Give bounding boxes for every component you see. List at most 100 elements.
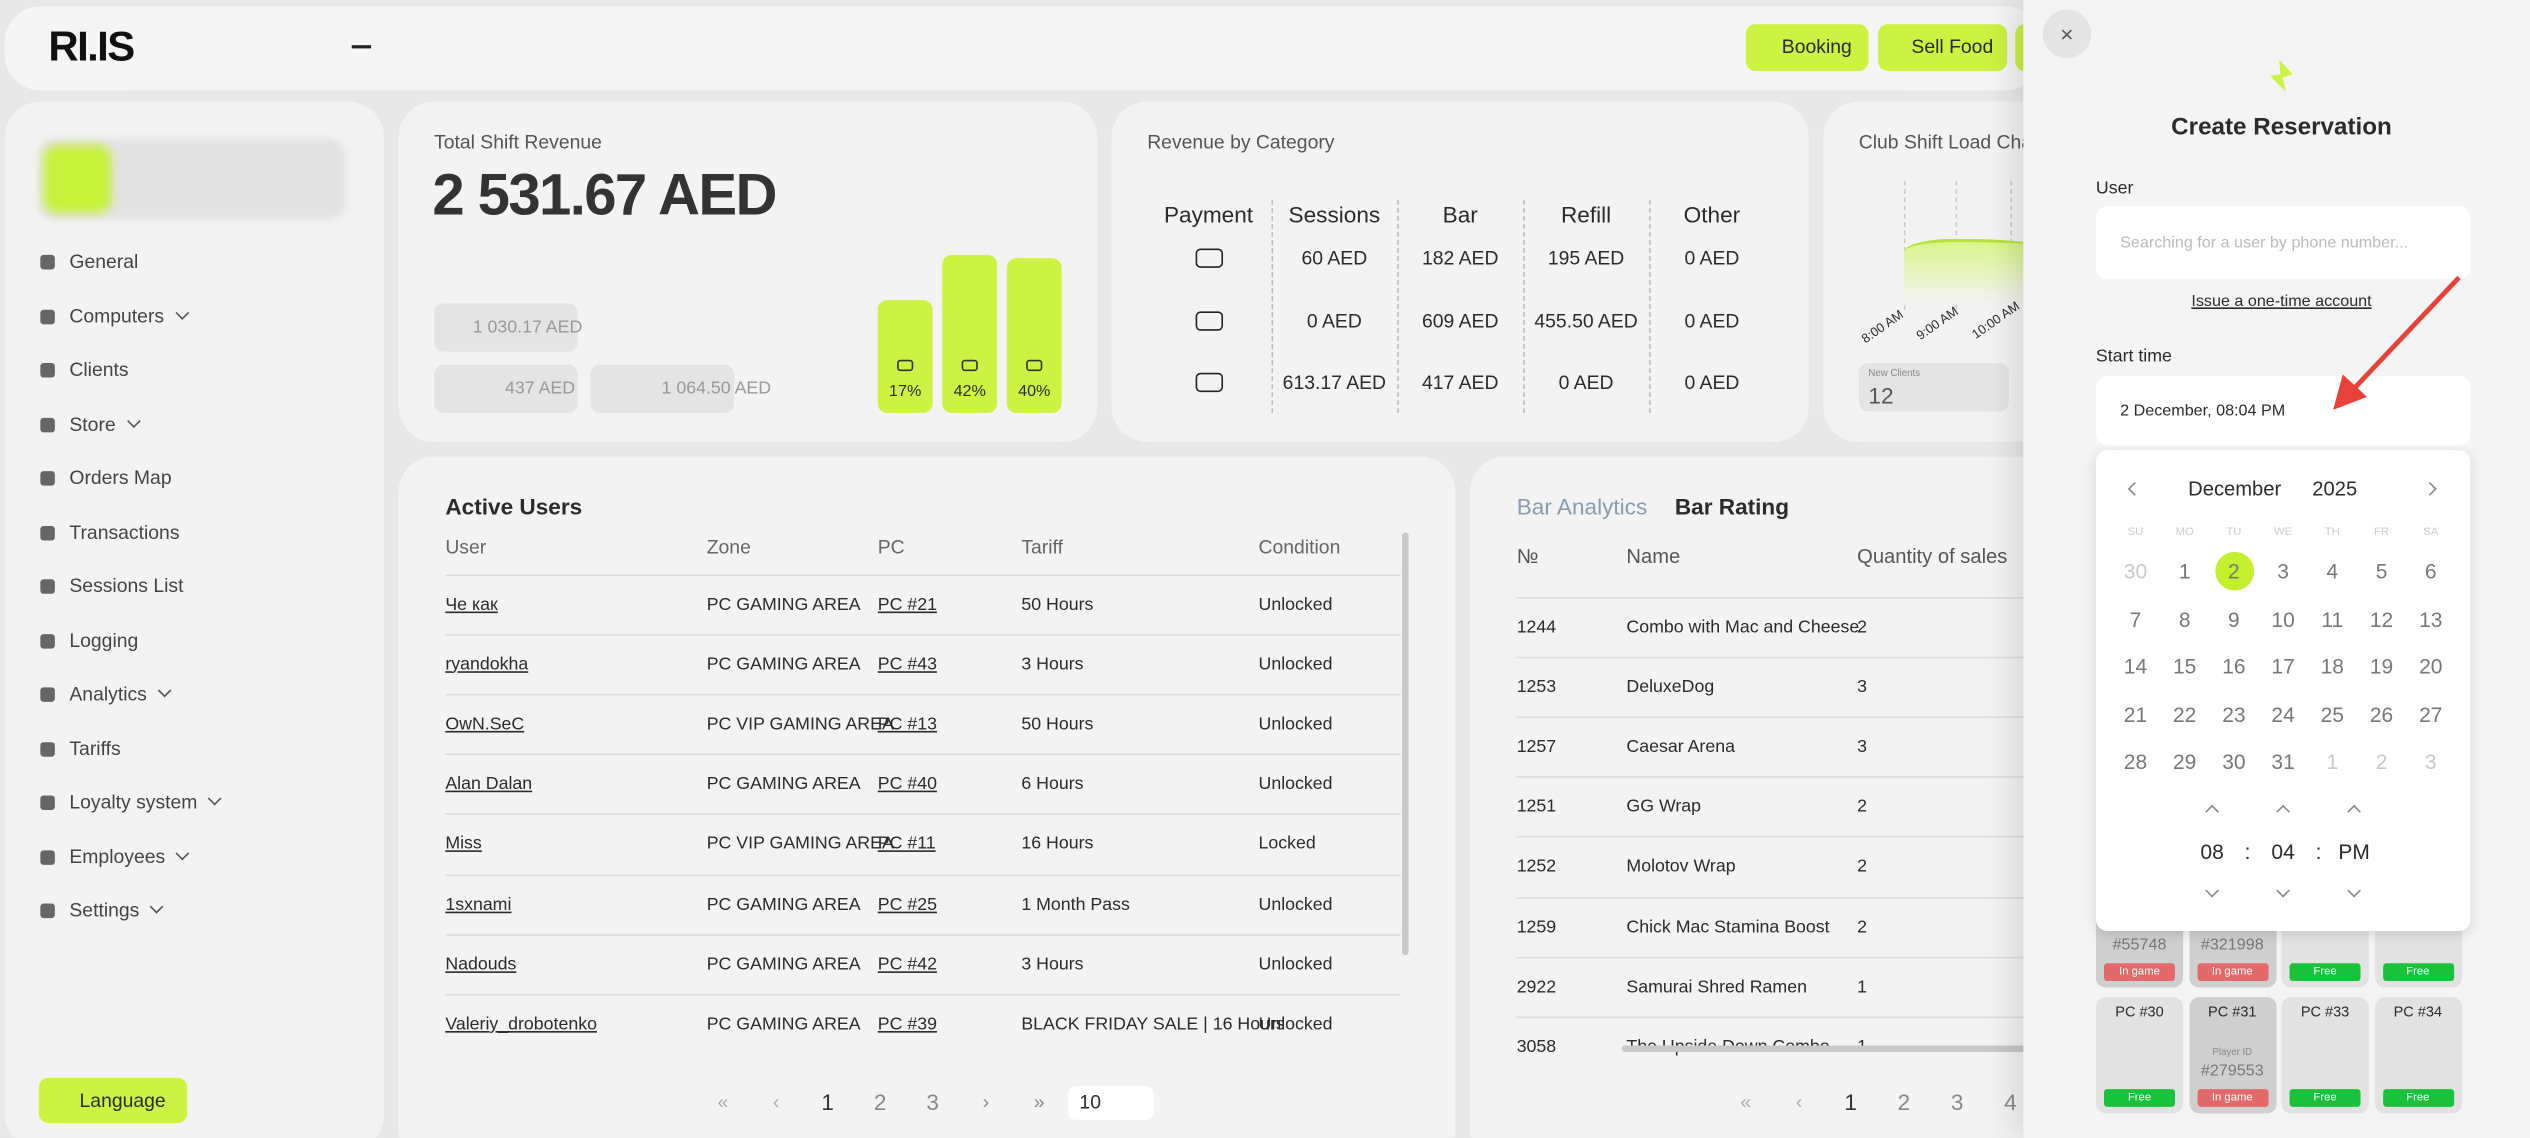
page-nav[interactable]: «	[1740, 1090, 1752, 1114]
cell[interactable]: Че как	[445, 594, 498, 614]
page-nav[interactable]: ›	[982, 1090, 990, 1114]
menu-item[interactable]: Sessions List	[69, 574, 184, 597]
day[interactable]: 3	[2424, 750, 2437, 775]
page-number[interactable]: 3	[926, 1089, 939, 1115]
page-nav[interactable]: «	[717, 1090, 729, 1114]
cell[interactable]: OwN.SeC	[445, 714, 525, 734]
day[interactable]: 3	[2277, 559, 2289, 584]
cell[interactable]: PC #11	[877, 834, 936, 855]
day[interactable]: 15	[2173, 654, 2197, 679]
day[interactable]: 10	[2271, 606, 2295, 632]
day[interactable]: 1	[2178, 559, 2191, 584]
table-title: Active Users	[445, 493, 583, 520]
menu-item[interactable]: Logging	[69, 628, 139, 652]
page-number[interactable]: 1	[821, 1089, 835, 1115]
panel-title: Create Reservation	[2171, 113, 2392, 142]
time-minute[interactable]: 04	[2271, 839, 2295, 865]
day[interactable]: 4	[2326, 559, 2339, 584]
menu-item[interactable]: General	[69, 250, 139, 273]
year[interactable]: 2025	[2312, 477, 2358, 501]
page-nav[interactable]: ‹	[772, 1090, 780, 1114]
day[interactable]: 9	[2228, 606, 2240, 632]
cell[interactable]: ryandokha	[445, 654, 529, 674]
tab[interactable]: Bar Rating	[1674, 493, 1790, 520]
day[interactable]: 12	[2369, 606, 2394, 632]
revenue-chip: 437 AED	[434, 364, 578, 414]
day[interactable]: 1	[2326, 750, 2339, 775]
placeholder[interactable]: Searching for a user by phone number...	[2120, 234, 2409, 253]
header-button[interactable]: Sell Food	[1878, 24, 2008, 71]
menu-item[interactable]: Loyalty system	[69, 790, 198, 814]
page-number[interactable]: 4	[2004, 1089, 2017, 1115]
cell: DeluxeDog	[1626, 677, 1715, 697]
day[interactable]: 27	[2419, 702, 2443, 727]
day[interactable]: 29	[2173, 750, 2197, 775]
close-button[interactable]: ×	[2042, 9, 2092, 59]
cell[interactable]: PC #13	[877, 714, 937, 734]
day[interactable]: 25	[2320, 702, 2344, 727]
day[interactable]: 26	[2369, 702, 2394, 727]
page-number[interactable]: 2	[1897, 1089, 1911, 1115]
day[interactable]: 8	[2178, 606, 2191, 632]
cell[interactable]: Valeriy_drobotenko	[445, 1014, 597, 1035]
page-size[interactable]: 10	[1068, 1085, 1154, 1120]
link[interactable]: Issue a one-time account	[2191, 292, 2372, 311]
day[interactable]: 2	[2228, 559, 2240, 584]
page-number[interactable]: 1	[1844, 1089, 1857, 1115]
cell[interactable]: PC #39	[877, 1014, 937, 1035]
day[interactable]: 22	[2173, 702, 2197, 727]
time-period[interactable]: PM	[2338, 839, 2370, 865]
weekday: MO	[2175, 526, 2194, 539]
menu-item[interactable]: Store	[69, 412, 116, 435]
day[interactable]: 18	[2320, 654, 2344, 679]
day[interactable]: 6	[2424, 559, 2437, 584]
pc-status: In game	[2196, 1089, 2268, 1107]
menu-item[interactable]: Computers	[69, 304, 165, 327]
menu-item[interactable]: Analytics	[69, 682, 147, 706]
card-title: Club Shift Load Chart	[1858, 130, 2044, 154]
menu-item[interactable]: Orders Map	[69, 466, 172, 489]
month[interactable]: December	[2188, 477, 2282, 501]
cell[interactable]: PC #43	[877, 654, 937, 674]
header-button[interactable]: Booking	[1745, 24, 1869, 71]
cell[interactable]: Nadouds	[445, 954, 517, 975]
cell[interactable]: PC #40	[877, 774, 937, 794]
day[interactable]: 31	[2271, 750, 2295, 775]
day[interactable]: 7	[2129, 606, 2142, 632]
day[interactable]: 17	[2271, 654, 2295, 679]
cell[interactable]: PC #25	[877, 894, 937, 915]
day[interactable]: 30	[2222, 750, 2246, 775]
day[interactable]: 23	[2222, 702, 2246, 727]
day[interactable]: 16	[2222, 654, 2246, 679]
start-value[interactable]: 2 December, 08:04 PM	[2120, 402, 2286, 421]
menu-item[interactable]: Settings	[69, 898, 140, 922]
cell[interactable]: Alan Dalan	[445, 774, 533, 794]
day[interactable]: 19	[2369, 654, 2394, 679]
day[interactable]: 5	[2375, 559, 2388, 584]
day[interactable]: 28	[2123, 750, 2148, 775]
day[interactable]: 30	[2123, 559, 2148, 584]
revenue-chip: 1 030.17 AED	[434, 303, 582, 352]
menu-item[interactable]: Clients	[69, 358, 129, 381]
menu-item[interactable]: Tariffs	[69, 736, 121, 760]
day[interactable]: 13	[2419, 606, 2443, 632]
day[interactable]: 11	[2321, 606, 2344, 632]
time-hour[interactable]: 08	[2200, 839, 2224, 865]
day[interactable]: 14	[2123, 654, 2148, 679]
menu-item[interactable]: Employees	[69, 844, 166, 868]
tab[interactable]: Bar Analytics	[1516, 493, 1648, 520]
language-button[interactable]: Language	[38, 1077, 188, 1123]
cell[interactable]: Miss	[445, 834, 482, 855]
page-number[interactable]: 3	[1950, 1089, 1964, 1115]
page-nav[interactable]: ‹	[1795, 1090, 1803, 1114]
page-number[interactable]: 2	[873, 1089, 887, 1115]
page-nav[interactable]: »	[1033, 1090, 1045, 1114]
day[interactable]: 20	[2419, 654, 2443, 679]
cell[interactable]: PC #21	[877, 594, 937, 614]
day[interactable]: 2	[2375, 750, 2388, 775]
cell[interactable]: PC #42	[877, 954, 937, 975]
day[interactable]: 21	[2123, 702, 2148, 727]
cell[interactable]: 1sxnami	[445, 894, 512, 915]
day[interactable]: 24	[2271, 702, 2295, 727]
menu-item[interactable]: Transactions	[69, 520, 180, 543]
